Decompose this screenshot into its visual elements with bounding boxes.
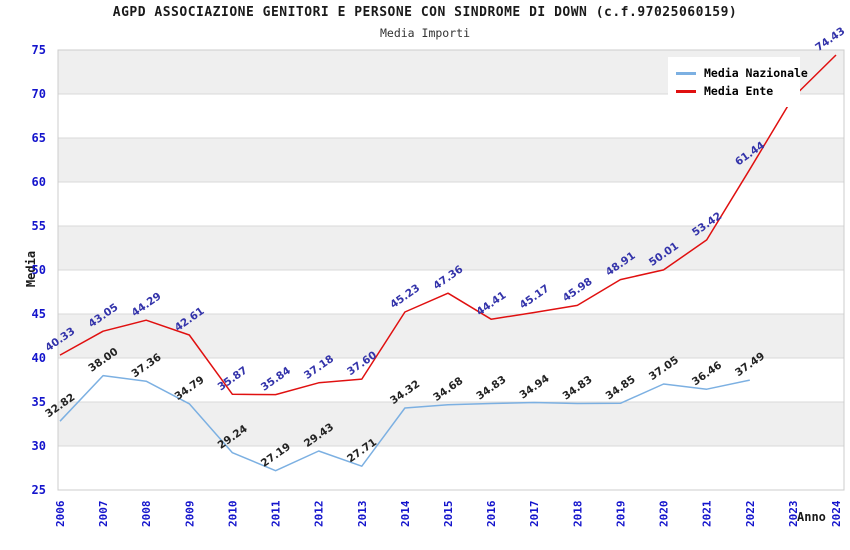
y-tick-label: 50 (32, 263, 46, 277)
y-tick-label: 45 (32, 307, 46, 321)
y-tick-label: 65 (32, 131, 46, 145)
x-tick-label: 2012 (313, 501, 326, 528)
point-label: 34.94 (517, 373, 551, 402)
x-tick-label: 2007 (97, 501, 110, 528)
x-tick-label: 2018 (571, 501, 584, 528)
x-tick-label: 2006 (54, 500, 67, 527)
point-label: 35.87 (216, 364, 250, 393)
y-tick-label: 25 (32, 483, 46, 497)
plot-border (57, 49, 845, 491)
plot-band (58, 138, 844, 182)
plot-band (58, 402, 844, 446)
plot-band (58, 314, 844, 358)
x-tick-label: 2013 (356, 501, 369, 528)
point-label: 45.98 (561, 276, 595, 305)
point-label: 35.84 (259, 365, 293, 394)
y-tick-label: 75 (32, 43, 46, 57)
y-tick-label: 55 (32, 219, 46, 233)
y-tick-label: 40 (32, 351, 46, 365)
legend-label-nazionale: Media Nazionale (704, 66, 808, 80)
x-tick-label: 2020 (658, 501, 671, 528)
x-axis-title: Anno (797, 510, 826, 524)
chart-subtitle: Media Importi (379, 26, 470, 40)
point-label: 34.79 (173, 374, 207, 403)
series-line-media-ente (59, 54, 837, 396)
legend-label-ente: Media Ente (704, 84, 774, 98)
x-tick-label: 2022 (744, 501, 757, 528)
line-swatch-ente-icon (676, 89, 696, 93)
series-line-media-nazionale (59, 374, 750, 472)
x-tick-label: 2017 (528, 501, 541, 528)
x-tick-label: 2024 (830, 500, 843, 527)
x-tick-label: 2011 (270, 500, 283, 527)
y-tick-label: 70 (32, 87, 46, 101)
point-label: 34.83 (561, 374, 595, 403)
plot-band (58, 226, 844, 270)
legend: Media Nazionale Media Ente (668, 57, 808, 107)
point-label: 45.17 (517, 283, 551, 312)
x-tick-label: 2008 (140, 501, 153, 528)
y-tick-label: 35 (32, 395, 46, 409)
legend-item-media-nazionale: Media Nazionale (676, 64, 808, 82)
x-tick-label: 2016 (485, 500, 498, 527)
x-tick-label: 2015 (442, 501, 455, 528)
x-tick-label: 2010 (226, 501, 239, 528)
x-tick-label: 2009 (183, 501, 196, 528)
y-tick-label: 60 (32, 175, 46, 189)
x-tick-label: 2023 (787, 501, 800, 528)
point-label: 36.46 (690, 359, 724, 388)
x-tick-label: 2019 (614, 501, 627, 528)
line-swatch-nazionale-icon (676, 71, 696, 75)
x-tick-label: 2021 (701, 500, 714, 527)
chart-title: AGPD ASSOCIAZIONE GENITORI E PERSONE CON… (112, 5, 738, 20)
legend-item-media-ente: Media Ente (676, 82, 800, 100)
y-tick-label: 30 (32, 439, 46, 453)
point-label: 34.83 (474, 374, 508, 403)
x-tick-label: 2014 (399, 500, 412, 527)
point-label: 34.68 (431, 375, 465, 404)
